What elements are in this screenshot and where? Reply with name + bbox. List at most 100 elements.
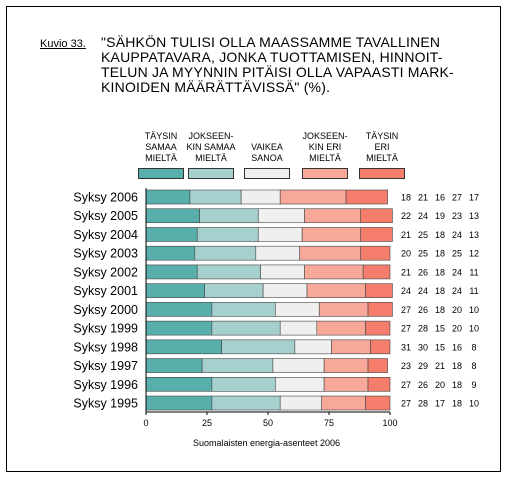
data-label: 18 xyxy=(435,267,445,277)
bar-segment xyxy=(272,358,325,373)
bar-segment xyxy=(194,245,257,261)
data-label: 29 xyxy=(418,361,428,371)
legend-swatch xyxy=(359,168,405,179)
data-label: 23 xyxy=(401,361,411,371)
legend-label: JOKSEEN- KIN SAMAA MIELTÄ xyxy=(179,124,243,164)
bar-segment xyxy=(279,189,347,205)
category-label: Syksy 2000 xyxy=(73,303,138,317)
legend-label: VAIKEA SANOA xyxy=(235,124,299,164)
category-label: Syksy 1996 xyxy=(73,378,138,392)
category-label: Syksy 1997 xyxy=(73,359,138,373)
category-label: Syksy 2004 xyxy=(73,228,138,242)
x-tick-label: 0 xyxy=(143,418,148,428)
legend-label-line: KIN ERI xyxy=(308,142,342,152)
data-label: 21 xyxy=(418,193,428,203)
data-label: 20 xyxy=(401,249,411,259)
bar-segment xyxy=(204,283,264,298)
bar-segment xyxy=(262,283,308,298)
category-label: Syksy 1998 xyxy=(73,340,138,354)
bar-segment xyxy=(323,358,369,373)
chart-title-line: TELUN JA MYYNNIN PITÄISI OLLA VAPAASTI M… xyxy=(101,64,454,80)
data-label: 26 xyxy=(418,305,428,315)
data-label: 20 xyxy=(452,305,462,315)
bar-segment xyxy=(331,339,371,355)
bar-segment xyxy=(145,283,205,298)
data-label: 24 xyxy=(401,286,411,296)
legend-label-line: SANOA xyxy=(251,153,283,163)
data-label: 28 xyxy=(418,324,428,334)
legend-swatch xyxy=(188,168,234,179)
bar-segment xyxy=(145,227,198,242)
legend-label-line: ERI xyxy=(374,142,390,152)
bar-segment xyxy=(360,245,391,261)
data-label: 18 xyxy=(435,305,445,315)
legend-label-line: JOKSEEN- xyxy=(302,131,348,141)
data-label: 24 xyxy=(418,211,428,221)
legend-label-line: KIN SAMAA xyxy=(186,142,236,152)
data-label: 13 xyxy=(469,230,479,240)
data-label: 25 xyxy=(418,230,428,240)
bar-segment xyxy=(365,320,391,336)
data-label: 10 xyxy=(469,324,479,334)
bar-segment xyxy=(318,302,369,317)
data-label: 10 xyxy=(469,305,479,315)
category-label: Syksy 2001 xyxy=(73,284,138,298)
bar-segment xyxy=(367,358,388,373)
legend-swatch xyxy=(138,168,184,179)
data-label: 21 xyxy=(401,230,411,240)
bar-segment xyxy=(145,376,213,392)
legend-item-jokseenkin-samaa: JOKSEEN- KIN SAMAA MIELTÄ xyxy=(179,124,243,179)
data-label: 27 xyxy=(401,380,411,390)
bar-segment xyxy=(211,302,276,317)
data-label: 19 xyxy=(435,211,445,221)
data-label: 22 xyxy=(401,211,411,221)
bar-segment xyxy=(211,376,276,392)
legend-label-line: MIELTÄ xyxy=(309,153,341,163)
bar-segment xyxy=(304,264,364,280)
bar-segment xyxy=(345,189,388,205)
bar-segment xyxy=(145,189,191,205)
data-label: 25 xyxy=(418,249,428,259)
data-label: 24 xyxy=(418,286,428,296)
category-label: Syksy 1999 xyxy=(73,322,138,336)
data-label: 18 xyxy=(435,286,445,296)
category-label: Syksy 2006 xyxy=(73,191,138,205)
data-label: 23 xyxy=(452,211,462,221)
category-label: Syksy 2002 xyxy=(73,265,138,279)
bar-segment xyxy=(145,339,222,355)
data-label: 18 xyxy=(452,380,462,390)
data-label: 8 xyxy=(471,361,476,371)
bar-segment xyxy=(196,264,261,280)
data-label: 17 xyxy=(469,193,479,203)
bar-segment xyxy=(145,320,213,336)
bar-segment xyxy=(367,302,393,317)
legend-label-line: TÄYSIN xyxy=(144,131,178,141)
data-label: 8 xyxy=(471,342,476,352)
legend-item-vaikea-sanoa: VAIKEA SANOA xyxy=(235,124,299,179)
data-label: 18 xyxy=(435,230,445,240)
bar-segment xyxy=(145,358,203,373)
bar-segment xyxy=(145,245,196,261)
bar-segment xyxy=(255,245,301,261)
bar-segment xyxy=(211,395,281,411)
data-label: 27 xyxy=(401,305,411,315)
legend-label-line: VAIKEA xyxy=(251,142,283,152)
bar-segment xyxy=(145,264,198,280)
data-label: 28 xyxy=(418,399,428,409)
category-label: Syksy 2005 xyxy=(73,209,138,223)
legend-label: TÄYSIN ERI MIELTÄ xyxy=(350,124,414,164)
data-label: 16 xyxy=(452,342,462,352)
legend-swatch xyxy=(244,168,290,179)
source-note: Suomalaisten energia-asenteet 2006 xyxy=(0,438,509,448)
bar-segment xyxy=(257,208,305,224)
bar-segment xyxy=(299,245,362,261)
data-label: 21 xyxy=(401,267,411,277)
data-label: 13 xyxy=(469,211,479,221)
data-label: 10 xyxy=(469,399,479,409)
data-label: 31 xyxy=(401,342,411,352)
bar-segment xyxy=(370,339,391,355)
category-label: Syksy 1995 xyxy=(73,397,138,411)
bar-segment xyxy=(304,208,362,224)
bar-segment xyxy=(201,358,274,373)
